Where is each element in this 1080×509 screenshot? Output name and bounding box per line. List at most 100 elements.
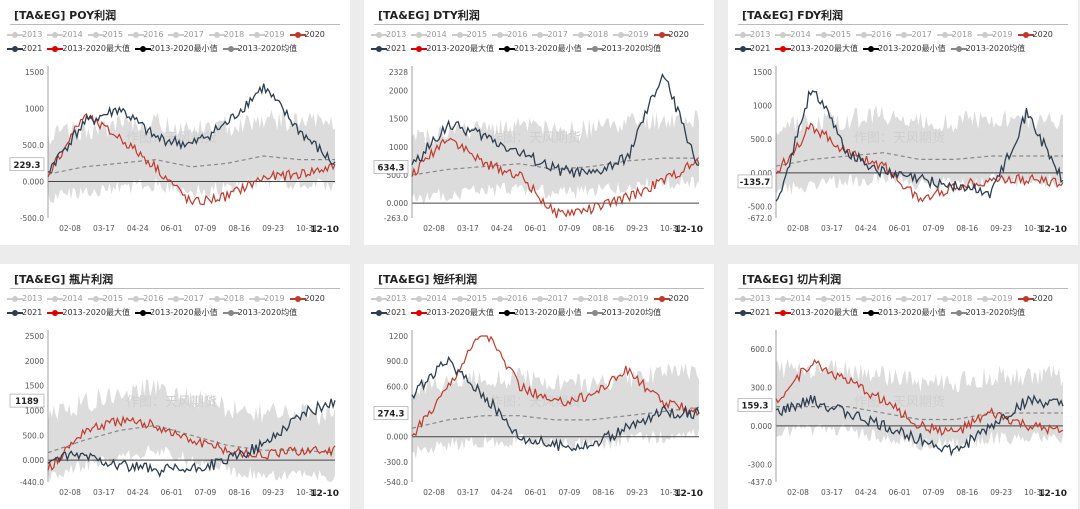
x-tick-label: 07-09 <box>923 224 945 233</box>
x-tick-label: 02-08 <box>787 224 809 233</box>
legend-item-series[interactable]: 2013-2020均值 <box>586 42 661 56</box>
legend-marker-icon <box>371 296 387 302</box>
title-divider <box>374 24 704 25</box>
x-tick-label: 07-09 <box>559 224 581 233</box>
legend-item-2013[interactable]: 2013 <box>735 292 770 306</box>
legend-label: 2014 <box>62 294 83 303</box>
legend-item-series[interactable]: 2013-2020最大值 <box>411 306 494 320</box>
legend-marker-icon <box>7 310 23 316</box>
series-2021-line <box>411 72 700 178</box>
legend-label: 2013-2020均值 <box>965 44 1026 53</box>
legend-item-series[interactable]: 2021 <box>735 42 770 56</box>
legend-item-2019[interactable]: 2019 <box>977 292 1013 306</box>
legend-label: 2019 <box>992 30 1013 39</box>
legend-item-2014[interactable]: 2014 <box>411 28 447 42</box>
legend-item-2016[interactable]: 2016 <box>492 292 527 306</box>
legend-item-series[interactable]: 2020 <box>289 292 325 306</box>
legend-item-2014[interactable]: 2014 <box>411 292 447 306</box>
legend-item-2019[interactable]: 2019 <box>977 28 1013 42</box>
legend-item-2014[interactable]: 2014 <box>47 28 83 42</box>
legend-item-series[interactable]: 2020 <box>1017 292 1053 306</box>
legend-item-2015[interactable]: 2015 <box>451 292 487 306</box>
legend-item-series[interactable]: 2013-2020最大值 <box>411 42 494 56</box>
legend-item-series[interactable]: 2021 <box>371 306 406 320</box>
legend-item-2018[interactable]: 2018 <box>572 292 608 306</box>
legend-item-series[interactable]: 2020 <box>289 28 325 42</box>
legend-item-2015[interactable]: 2015 <box>87 292 123 306</box>
legend-item-2013[interactable]: 2013 <box>371 292 406 306</box>
legend-item-2018[interactable]: 2018 <box>208 292 244 306</box>
y-tick-label: -500.0 <box>748 202 772 211</box>
legend-item-2015[interactable]: 2015 <box>815 292 851 306</box>
legend-label: 2013-2020最小值 <box>149 44 218 53</box>
legend-item-series[interactable]: 2021 <box>371 42 406 56</box>
legend-item-2019[interactable]: 2019 <box>249 28 285 42</box>
legend-item-series[interactable]: 2013-2020最小值 <box>498 306 582 320</box>
legend-item-2016[interactable]: 2016 <box>492 28 527 42</box>
legend-item-2019[interactable]: 2019 <box>613 292 649 306</box>
legend-item-series[interactable]: 2013-2020最大值 <box>775 306 858 320</box>
legend-item-2016[interactable]: 2016 <box>856 28 891 42</box>
legend-item-2015[interactable]: 2015 <box>87 28 123 42</box>
legend-item-2019[interactable]: 2019 <box>613 28 649 42</box>
legend-item-2016[interactable]: 2016 <box>128 292 163 306</box>
legend-item-series[interactable]: 2013-2020最大值 <box>775 42 858 56</box>
legend-label: 2020 <box>668 30 689 39</box>
legend-marker-icon <box>371 310 387 316</box>
legend-item-2014[interactable]: 2014 <box>47 292 83 306</box>
legend-item-series[interactable]: 2020 <box>653 28 689 42</box>
x-tick-label: 10-31 <box>660 224 682 233</box>
chart-panel: [TA&EG] DTY利润 2013 2014 2015 2016 2017 2018 201… <box>364 0 714 245</box>
legend-item-2019[interactable]: 2019 <box>249 292 285 306</box>
x-tick-label: 04-24 <box>855 224 877 233</box>
legend-item-2018[interactable]: 2018 <box>936 292 972 306</box>
legend-item-series[interactable]: 2013-2020均值 <box>586 306 661 320</box>
y-tick-label: 1000 <box>25 406 44 415</box>
legend-item-2018[interactable]: 2018 <box>936 28 972 42</box>
legend-item-2017[interactable]: 2017 <box>896 28 932 42</box>
legend-item-2018[interactable]: 2018 <box>208 28 244 42</box>
legend-label: 2014 <box>426 30 447 39</box>
legend-item-series[interactable]: 2013-2020均值 <box>222 306 297 320</box>
legend-item-2017[interactable]: 2017 <box>532 28 568 42</box>
legend-item-series[interactable]: 2013-2020均值 <box>950 306 1025 320</box>
legend-item-2016[interactable]: 2016 <box>856 292 891 306</box>
legend-item-series[interactable]: 2013-2020最小值 <box>498 42 582 56</box>
legend-item-series[interactable]: 2013-2020均值 <box>222 42 297 56</box>
legend-item-series[interactable]: 2021 <box>7 42 43 56</box>
legend-item-2013[interactable]: 2013 <box>371 28 406 42</box>
legend-item-series[interactable]: 2020 <box>1017 28 1053 42</box>
legend-label: 2019 <box>264 30 285 39</box>
x-tick-label: 10-31 <box>1024 488 1046 497</box>
legend-item-2015[interactable]: 2015 <box>451 28 487 42</box>
legend-item-series[interactable]: 2013-2020均值 <box>950 42 1026 56</box>
x-tick-label: 07-09 <box>923 488 945 497</box>
legend-label: 2017 <box>183 294 204 303</box>
legend-item-2013[interactable]: 2013 <box>735 28 770 42</box>
legend-item-series[interactable]: 2013-2020最大值 <box>47 306 130 320</box>
legend-item-series[interactable]: 2013-2020最小值 <box>134 42 218 56</box>
legend-item-series[interactable]: 2013-2020最小值 <box>134 306 218 320</box>
legend-item-2018[interactable]: 2018 <box>572 28 608 42</box>
legend-item-2017[interactable]: 2017 <box>168 292 204 306</box>
legend-label: 2021 <box>22 44 43 53</box>
legend-item-2014[interactable]: 2014 <box>775 28 811 42</box>
x-tick-label: 08-16 <box>956 224 978 233</box>
legend-marker-icon <box>371 32 387 38</box>
legend-item-2017[interactable]: 2017 <box>896 292 932 306</box>
legend-item-series[interactable]: 2013-2020最大值 <box>47 42 130 56</box>
legend-item-2013[interactable]: 2013 <box>7 292 42 306</box>
legend-item-series[interactable]: 2013-2020最小值 <box>862 306 946 320</box>
legend-item-2016[interactable]: 2016 <box>128 28 163 42</box>
legend-marker-icon <box>47 46 64 52</box>
legend-item-2017[interactable]: 2017 <box>532 292 568 306</box>
legend-item-series[interactable]: 2013-2020最小值 <box>862 42 946 56</box>
legend-item-series[interactable]: 2021 <box>735 306 770 320</box>
legend-item-series[interactable]: 2021 <box>7 306 42 320</box>
legend-item-series[interactable]: 2020 <box>653 292 689 306</box>
legend-item-2015[interactable]: 2015 <box>815 28 851 42</box>
legend-item-2014[interactable]: 2014 <box>775 292 811 306</box>
legend-item-2013[interactable]: 2013 <box>7 28 42 42</box>
legend-item-2017[interactable]: 2017 <box>168 28 204 42</box>
legend-marker-icon <box>613 32 630 38</box>
